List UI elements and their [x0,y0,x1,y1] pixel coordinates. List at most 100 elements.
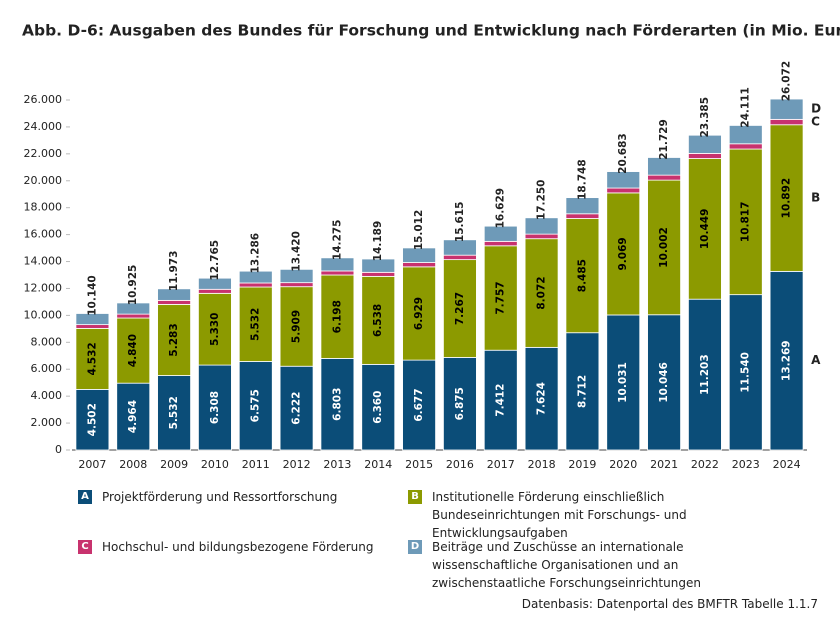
x-tick-label: 2007 [78,458,106,471]
value-label: 6.538 [372,304,384,337]
bar-segment [402,266,436,361]
bar-segment [524,238,559,348]
total-label: 26.072 [781,61,793,102]
value-label: 9.069 [617,237,629,270]
y-tick-label: 14.000 [24,255,63,268]
y-tick-label: 2.000 [31,416,63,429]
bar-segment [402,262,436,268]
value-label: 7.757 [495,281,507,314]
bar-segment [565,213,600,219]
series-key: A [811,353,821,367]
total-label: 15.012 [413,210,425,251]
value-label: 6.803 [331,388,343,421]
x-tick-label: 2024 [773,458,801,471]
bar-segment [198,288,232,294]
x-tick-label: 2015 [405,458,433,471]
bar-segment [483,225,518,242]
bar-segment [116,382,151,451]
bar-segment [483,245,518,351]
total-label: 11.973 [168,251,180,292]
total-label: 15.615 [454,202,466,243]
bar-segment [647,157,681,176]
legend-swatch: C [78,540,92,554]
total-label: 18.748 [576,159,588,200]
bar-segment [238,361,273,451]
bar-segment [688,134,722,154]
bar-segment [524,217,559,235]
bar-segment [279,282,314,288]
bar-segment [238,282,273,288]
x-tick-label: 2010 [201,458,229,471]
y-tick-label: 24.000 [24,120,63,133]
value-label: 5.330 [209,313,221,346]
y-tick-label: 26.000 [24,93,63,106]
bar-segment [769,270,804,451]
chart-title: Abb. D-6: Ausgaben des Bundes für Forsch… [22,22,840,40]
legend-swatch: B [408,490,422,504]
bar-segment [361,258,396,273]
value-label: 8.712 [576,375,588,408]
legend-label: Beiträge und Zuschüsse an internationale… [432,540,701,590]
y-tick-label: 22.000 [24,147,63,160]
bar-segment [443,239,477,256]
value-label: 4.840 [127,334,139,367]
value-label: 10.031 [617,362,629,403]
value-label: 6.198 [331,300,343,333]
total-label: 13.286 [250,233,262,274]
bar-segment [157,299,191,305]
bar-segment [769,98,804,120]
bar-segment [443,254,477,261]
total-label: 10.925 [127,265,139,306]
bar-segment [483,240,518,247]
bar-segment [606,192,641,316]
legend-item: D Beiträge und Zuschüsse an international… [408,538,788,592]
total-label: 14.189 [372,221,384,262]
y-tick-label: 0 [55,443,62,456]
y-tick-label: 18.000 [24,201,63,214]
bar-segment [606,187,641,194]
total-label: 24.111 [740,87,752,128]
bar-segment [75,313,110,326]
value-label: 6.575 [250,389,262,422]
bar-segment [524,233,559,240]
x-tick-label: 2008 [119,458,147,471]
value-label: 5.909 [291,310,303,343]
bar-segment [157,288,191,301]
value-label: 4.964 [127,400,139,433]
bar-segment [402,247,436,263]
value-label: 8.072 [536,276,548,309]
x-tick-label: 2020 [609,458,637,471]
value-label: 6.875 [454,387,466,420]
value-label: 6.222 [291,392,303,425]
x-tick-label: 2011 [242,458,270,471]
source: Datenbasis: Datenportal des BMFTR Tabell… [521,597,818,611]
value-label: 10.449 [699,209,711,250]
bar-segment [647,314,681,451]
value-label: 7.412 [495,384,507,417]
bar-segment [320,274,355,359]
legend-label: Projektförderung und Ressortforschung [102,490,338,504]
bar-segment [524,346,559,451]
bar-segment [728,125,763,145]
x-tick-label: 2018 [528,458,556,471]
value-label: 5.532 [168,396,180,429]
bar-segment [198,292,232,366]
bar-segment [75,327,110,390]
bar-segment [688,158,722,300]
total-label: 20.683 [617,133,629,174]
bar-segment [279,365,314,451]
bar-segment [647,179,681,316]
x-tick-label: 2013 [323,458,351,471]
x-tick-label: 2019 [568,458,596,471]
legend-label: Hochschul- und bildungsbezogene Förderun… [102,540,374,554]
total-label: 13.420 [291,231,303,272]
value-label: 7.267 [454,292,466,325]
bar-segment [238,286,273,362]
bar-segment [606,314,641,451]
bar-segment [116,313,151,319]
value-label: 10.046 [658,362,670,403]
series-key: D [811,102,821,116]
total-label: 23.385 [699,97,711,138]
bar-segment [688,153,722,159]
